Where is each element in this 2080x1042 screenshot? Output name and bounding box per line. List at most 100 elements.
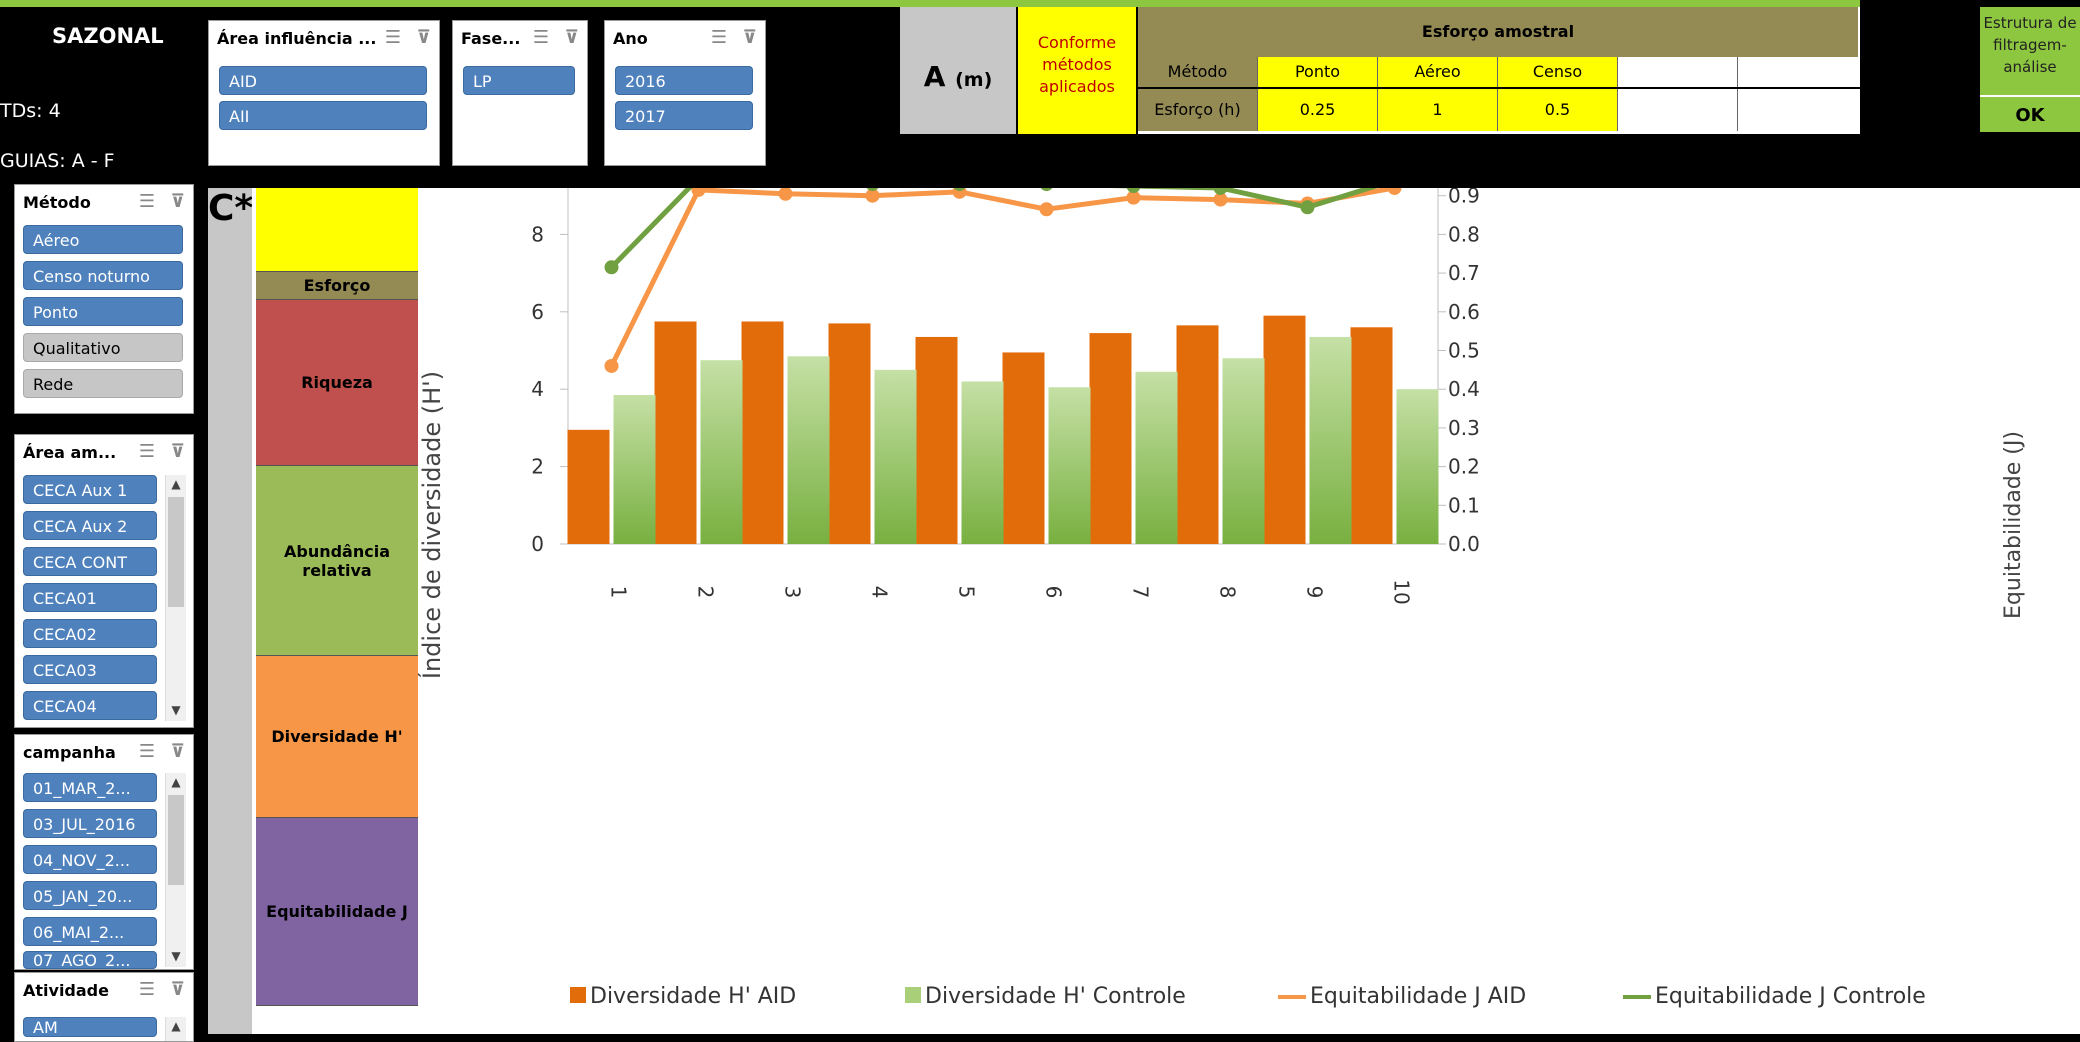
esforco-header-row: Método Ponto Aéreo Censo — [1138, 57, 1860, 89]
legend-marker — [1623, 995, 1651, 999]
slicer-metodo[interactable]: Método ☰ ⊽ Aéreo Censo noturno Ponto Qua… — [14, 184, 194, 414]
point-equitabilidade-aid — [865, 188, 880, 203]
clear-filter-icon[interactable]: ⊽ — [170, 741, 185, 762]
x-tick-label: 1 — [607, 586, 631, 599]
bar-diversidade-controle — [787, 356, 830, 544]
line-equitabilidade-aid — [609, 188, 1395, 368]
slicer-header: campanha ☰ ⊽ — [23, 741, 185, 765]
slicer-header: Área influência ... ☰ ⊽ — [217, 27, 431, 51]
slicer-area-amostral[interactable]: Área am... ☰ ⊽ CECA Aux 1 CECA Aux 2 CEC… — [14, 434, 194, 728]
slicer-item[interactable]: Ponto — [23, 297, 183, 326]
clear-filter-icon[interactable]: ⊽ — [742, 27, 757, 48]
c-label: C* — [208, 188, 254, 229]
slicer-item[interactable]: Rede — [23, 369, 183, 398]
x-tick-label: 4 — [868, 586, 892, 599]
slicer-title: Atividade — [23, 981, 109, 1000]
scrollbar[interactable]: ▲ ▼ — [165, 773, 186, 967]
y-tick-label-right: 0.8 — [1448, 222, 1480, 246]
scroll-up-icon[interactable]: ▲ — [171, 775, 181, 789]
slicer-item[interactable]: LP — [463, 66, 575, 95]
slicer-item[interactable]: 06_MAI_2... — [23, 917, 157, 946]
scroll-up-icon[interactable]: ▲ — [171, 477, 181, 491]
esforco-header: Esforço (h) — [1138, 89, 1258, 131]
bar-diversidade-controle — [961, 381, 1004, 544]
slicer-header: Método ☰ ⊽ — [23, 191, 185, 215]
slicer-item[interactable]: CECA02 — [23, 619, 157, 648]
scroll-thumb[interactable] — [168, 795, 184, 885]
slicer-item[interactable]: CECA01 — [23, 583, 157, 612]
slicer-ano[interactable]: Ano ☰ ⊽ 2016 2017 — [604, 20, 766, 166]
scroll-up-icon[interactable]: ▲ — [171, 1019, 181, 1033]
legend-block-abundancia: Abundância relativa — [256, 466, 418, 656]
y-tick-label: 8 — [531, 222, 544, 246]
effort-cell: 0.5 — [1498, 89, 1618, 131]
slicer-atividade[interactable]: Atividade ☰ ⊽ AM ▲ — [14, 972, 194, 1042]
slicer-item[interactable]: 2017 — [615, 101, 753, 130]
slicer-item[interactable]: 07_AGO_2... — [23, 951, 157, 969]
slicer-fase[interactable]: Fase... ☰ ⊽ LP — [452, 20, 588, 166]
clear-filter-icon[interactable]: ⊽ — [170, 979, 185, 1000]
slicer-item[interactable]: CECA CONT — [23, 547, 157, 576]
slicer-header: Área am... ☰ ⊽ — [23, 441, 185, 465]
slicer-item[interactable]: Aéreo — [23, 225, 183, 254]
x-tick-label: 7 — [1129, 586, 1153, 599]
legend-swatch — [905, 987, 921, 1003]
scrollbar[interactable]: ▲ ▼ — [165, 475, 186, 721]
legend-block-equitabilidade: Equitabilidade J — [256, 818, 418, 1006]
slicer-item[interactable]: Censo noturno — [23, 261, 183, 290]
point-equitabilidade-controle — [1213, 188, 1228, 195]
slicer-item[interactable]: 2016 — [615, 66, 753, 95]
scroll-thumb[interactable] — [168, 497, 184, 607]
slicer-area-influencia[interactable]: Área influência ... ☰ ⊽ AID AII — [208, 20, 440, 166]
legend-item: Equitabilidade J Controle — [1623, 984, 1926, 1009]
y-tick-label-right: 0.1 — [1448, 493, 1480, 517]
legend-item: Diversidade H' AID — [570, 984, 796, 1009]
y-tick-label: 0 — [531, 532, 544, 556]
bar-diversidade-aid — [828, 323, 871, 544]
bar-diversidade-controle — [1048, 387, 1091, 544]
point-equitabilidade-aid — [604, 358, 619, 373]
slicer-item[interactable]: CECA04 — [23, 691, 157, 720]
slicer-item[interactable]: 03_JUL_2016 — [23, 809, 157, 838]
multi-select-icon[interactable]: ☰ — [710, 27, 727, 48]
x-tick-label: 2 — [694, 586, 718, 599]
bar-diversidade-aid — [567, 429, 610, 544]
top-accent-bar — [0, 0, 1860, 7]
multi-select-icon[interactable]: ☰ — [138, 191, 155, 212]
slicer-item[interactable]: AID — [219, 66, 427, 95]
clear-filter-icon[interactable]: ⊽ — [170, 441, 185, 462]
scrollbar[interactable]: ▲ — [165, 1017, 186, 1041]
slicer-campanha[interactable]: campanha ☰ ⊽ 01_MAR_2... 03_JUL_2016 04_… — [14, 734, 194, 970]
slicer-item[interactable]: 01_MAR_2... — [23, 773, 157, 802]
a-letter: A — [923, 60, 946, 93]
slicer-item[interactable]: CECA Aux 2 — [23, 511, 157, 540]
scroll-down-icon[interactable]: ▼ — [171, 703, 181, 717]
clear-filter-icon[interactable]: ⊽ — [416, 27, 431, 48]
legend-swatch — [570, 987, 586, 1003]
legend-label: Equitabilidade J Controle — [1655, 984, 1926, 1009]
y-tick-label: 4 — [531, 377, 544, 401]
slicer-item[interactable]: AII — [219, 101, 427, 130]
slicer-item[interactable]: Qualitativo — [23, 333, 183, 362]
point-equitabilidade-aid — [778, 188, 793, 201]
y-axis-label: Índice de diversidade (H') — [418, 371, 446, 679]
point-equitabilidade-aid — [1039, 202, 1054, 217]
slicer-title: Área am... — [23, 443, 117, 462]
bar-diversidade-controle — [1135, 371, 1178, 544]
slicer-item[interactable]: 04_NOV_2... — [23, 845, 157, 874]
multi-select-icon[interactable]: ☰ — [384, 27, 401, 48]
clear-filter-icon[interactable]: ⊽ — [170, 191, 185, 212]
slicer-item[interactable]: CECA Aux 1 — [23, 475, 157, 504]
gray-strip — [208, 188, 252, 1034]
clear-filter-icon[interactable]: ⊽ — [564, 27, 579, 48]
multi-select-icon[interactable]: ☰ — [138, 441, 155, 462]
multi-select-icon[interactable]: ☰ — [532, 27, 549, 48]
slicer-item[interactable]: CECA03 — [23, 655, 157, 684]
a-unit: (m) — [955, 69, 993, 91]
slicer-item[interactable]: 05_JAN_20... — [23, 881, 157, 910]
multi-select-icon[interactable]: ☰ — [138, 741, 155, 762]
slicer-item[interactable]: AM — [23, 1017, 157, 1037]
slicer-title: Fase... — [461, 29, 521, 48]
scroll-down-icon[interactable]: ▼ — [171, 949, 181, 963]
multi-select-icon[interactable]: ☰ — [138, 979, 155, 1000]
